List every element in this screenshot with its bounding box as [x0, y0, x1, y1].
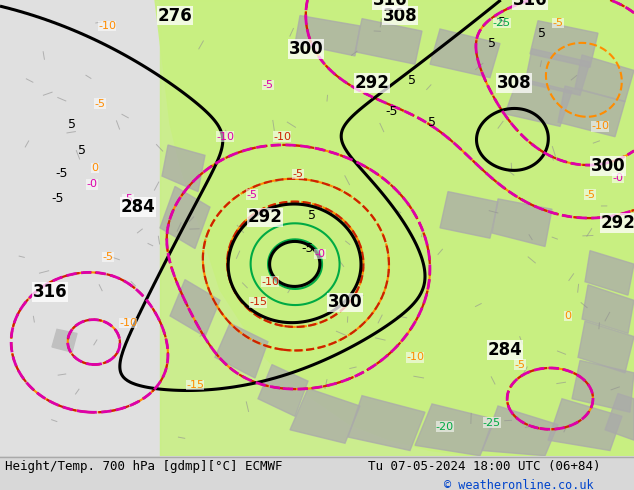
Text: -5: -5 [94, 98, 105, 109]
Text: -10: -10 [119, 318, 137, 328]
Text: Height/Temp. 700 hPa [gdmp][°C] ECMWF: Height/Temp. 700 hPa [gdmp][°C] ECMWF [5, 460, 283, 473]
Polygon shape [170, 280, 220, 337]
Text: -5: -5 [122, 194, 134, 204]
Text: 5: 5 [68, 118, 76, 131]
Polygon shape [605, 393, 634, 440]
Text: 5: 5 [538, 26, 546, 40]
Text: 5: 5 [408, 74, 416, 87]
Text: -5: -5 [302, 242, 314, 255]
Text: -15: -15 [186, 380, 204, 390]
Text: -10: -10 [98, 21, 116, 31]
Text: -5: -5 [385, 105, 398, 119]
Text: 5: 5 [78, 144, 86, 157]
Text: 300: 300 [328, 294, 362, 312]
Polygon shape [295, 16, 360, 56]
Text: 308: 308 [383, 6, 417, 25]
Polygon shape [525, 49, 590, 95]
Text: -10: -10 [261, 277, 279, 287]
Text: -10: -10 [273, 132, 291, 142]
Polygon shape [585, 251, 634, 295]
Text: -5: -5 [292, 169, 304, 179]
Polygon shape [52, 329, 77, 352]
Text: -5: -5 [247, 190, 257, 200]
Text: 292: 292 [354, 74, 389, 92]
Polygon shape [482, 406, 558, 456]
Text: 5: 5 [488, 37, 496, 50]
Polygon shape [440, 192, 498, 238]
Text: -20: -20 [436, 422, 454, 432]
Text: 316: 316 [373, 0, 407, 9]
Text: 5: 5 [308, 209, 316, 222]
Polygon shape [162, 145, 205, 192]
Text: 316: 316 [513, 0, 547, 9]
Text: 300: 300 [591, 157, 625, 175]
Text: -5: -5 [262, 80, 273, 90]
Text: 5: 5 [428, 116, 436, 129]
Text: 292: 292 [600, 214, 634, 232]
Text: -5: -5 [552, 18, 564, 28]
Polygon shape [160, 0, 634, 456]
Text: -15: -15 [249, 297, 267, 307]
Text: -0: -0 [86, 179, 98, 189]
Polygon shape [558, 86, 625, 137]
Text: © weatheronline.co.uk: © weatheronline.co.uk [444, 479, 593, 490]
Text: -10: -10 [591, 122, 609, 131]
Text: 292: 292 [247, 208, 282, 226]
Text: -0: -0 [612, 173, 623, 183]
Text: -10: -10 [406, 352, 424, 362]
Polygon shape [155, 0, 634, 456]
Polygon shape [430, 29, 500, 78]
Text: -10: -10 [216, 132, 234, 142]
Text: -0: -0 [314, 249, 325, 259]
Polygon shape [0, 0, 634, 456]
Polygon shape [575, 55, 634, 101]
Text: -5: -5 [515, 360, 526, 369]
Polygon shape [505, 78, 572, 126]
Text: -25: -25 [483, 417, 501, 428]
Text: -5: -5 [56, 168, 68, 180]
Text: 300: 300 [288, 40, 323, 58]
Text: 284: 284 [120, 198, 155, 216]
Polygon shape [572, 361, 634, 412]
Text: -5: -5 [52, 193, 64, 205]
Text: 284: 284 [488, 341, 522, 359]
Polygon shape [348, 395, 425, 450]
Text: 308: 308 [496, 74, 531, 92]
Polygon shape [492, 199, 552, 246]
Text: 0: 0 [564, 311, 571, 321]
Text: -25: -25 [493, 18, 511, 28]
Polygon shape [415, 404, 495, 456]
Polygon shape [290, 389, 360, 443]
Polygon shape [548, 399, 622, 450]
Polygon shape [258, 365, 308, 416]
Polygon shape [582, 285, 634, 334]
Text: -5: -5 [103, 252, 113, 262]
Text: Tu 07-05-2024 18:00 UTC (06+84): Tu 07-05-2024 18:00 UTC (06+84) [368, 460, 600, 473]
Polygon shape [215, 323, 268, 378]
Text: -5: -5 [585, 190, 595, 200]
Text: 5: 5 [498, 16, 506, 29]
Polygon shape [355, 19, 422, 64]
Polygon shape [530, 21, 598, 67]
Polygon shape [160, 186, 210, 248]
Text: 276: 276 [158, 6, 192, 25]
Text: 0: 0 [91, 163, 98, 173]
Text: 316: 316 [33, 283, 67, 301]
Polygon shape [578, 321, 634, 373]
